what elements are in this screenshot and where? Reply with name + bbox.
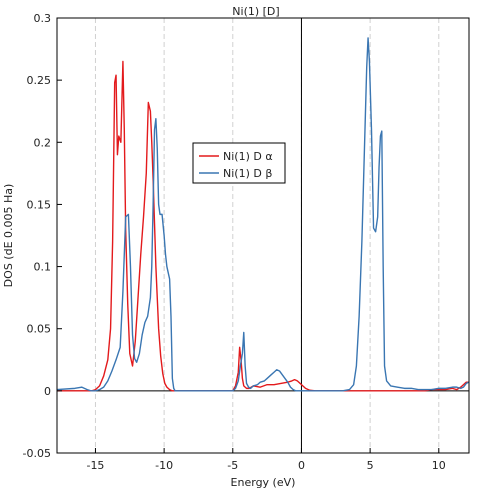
x-tick-label: -10 <box>155 459 173 472</box>
x-tick-label: 5 <box>367 459 374 472</box>
y-tick-label: 0 <box>44 385 51 398</box>
chart-title: Ni(1) [D] <box>232 5 279 18</box>
y-axis-title: DOS (dE 0.005 Ha) <box>2 184 15 288</box>
series-line-beta <box>56 37 470 392</box>
x-tick-label: -5 <box>227 459 238 472</box>
x-axis-title: Energy (eV) <box>231 476 296 489</box>
x-tick-label: 10 <box>432 459 446 472</box>
axis-ticks: -15 -10 -5 0 5 10 -0.05 0 0.05 0.1 0.15 0.2 0.25 0.3 <box>23 12 446 472</box>
y-tick-label: -0.05 <box>23 447 51 460</box>
series-lines <box>56 37 470 392</box>
x-tick-label: 0 <box>298 459 305 472</box>
legend-label-beta: Ni(1) D β <box>223 167 272 180</box>
x-tick-label: -15 <box>86 459 104 472</box>
y-tick-label: 0.2 <box>34 136 52 149</box>
legend: Ni(1) D α Ni(1) D β <box>192 142 286 184</box>
y-tick-label: 0.25 <box>27 74 52 87</box>
y-tick-label: 0.15 <box>27 198 52 211</box>
y-tick-label: 0.1 <box>34 261 52 274</box>
legend-label-alpha: Ni(1) D α <box>223 150 273 163</box>
y-tick-label: 0.05 <box>27 323 52 336</box>
y-tick-label: 0.3 <box>34 12 52 25</box>
plot-frame <box>56 17 470 454</box>
series-line-alpha <box>57 60 469 392</box>
legend-box <box>192 142 286 184</box>
grid-lines <box>94 18 440 453</box>
